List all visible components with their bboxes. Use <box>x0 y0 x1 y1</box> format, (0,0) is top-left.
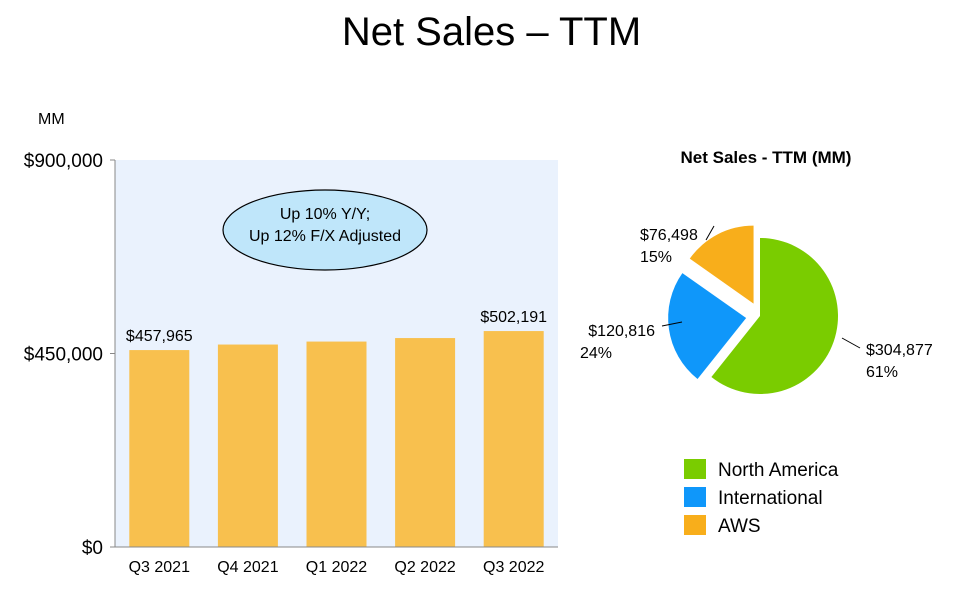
pie-value-label: $76,498 <box>640 227 698 244</box>
x-tick-label: Q2 2022 <box>394 559 455 576</box>
y-axis: $0 $450,000 $900,000 <box>24 151 116 559</box>
pie-slice <box>711 238 839 395</box>
y-tick-label: $450,000 <box>24 345 103 366</box>
x-tick-label: Q4 2021 <box>217 559 278 576</box>
pie-leader-line <box>705 225 715 241</box>
bar-data-label: $457,965 <box>126 328 193 345</box>
y-tick-label: $0 <box>82 538 103 559</box>
x-tick-label: Q3 2021 <box>129 559 190 576</box>
data-labels: $457,965 $502,191 <box>126 309 547 345</box>
bar <box>395 338 456 547</box>
pie-leader-line <box>841 337 861 349</box>
legend-swatch <box>684 459 706 479</box>
pie-slice <box>689 225 754 304</box>
pie-legend: North America International AWS <box>684 459 839 537</box>
bars <box>129 331 544 547</box>
legend-label: AWS <box>718 516 761 537</box>
pie-slice <box>668 273 747 379</box>
legend-swatch <box>684 515 706 535</box>
bar <box>217 344 278 547</box>
pie-percent-label: 61% <box>866 364 898 381</box>
annotation-line-1: Up 10% Y/Y; <box>280 206 370 223</box>
y-tick-label: $900,000 <box>24 151 103 172</box>
bar <box>306 341 367 547</box>
bar-chart: MM $0 $450,000 $900,000 Q3 2021 Q4 2021 Q1 2… <box>24 111 558 576</box>
bar <box>129 350 190 547</box>
unit-label: MM <box>38 111 65 128</box>
x-axis: Q3 2021 Q4 2021 Q1 2022 Q2 2022 Q3 2022 <box>115 546 558 576</box>
pie-labels: $304,877 61% $120,816 24% $76,498 15% <box>580 225 933 381</box>
pie-value-label: $304,877 <box>866 342 933 359</box>
x-tick-label: Q1 2022 <box>306 559 367 576</box>
pie-chart: Net Sales - TTM (MM) $304,877 61% $120,816… <box>580 148 933 537</box>
bar <box>483 331 544 547</box>
pie-title: Net Sales - TTM (MM) <box>681 148 852 167</box>
annotation-line-2: Up 12% F/X Adjusted <box>249 228 401 245</box>
page-title: Net Sales – TTM <box>341 10 642 54</box>
legend-label: North America <box>718 460 839 481</box>
annotation-bubble: Up 10% Y/Y; Up 12% F/X Adjusted <box>222 189 428 271</box>
pie-value-label: $120,816 <box>588 323 655 340</box>
pie-slices <box>668 225 839 395</box>
x-tick-label: Q3 2022 <box>483 559 544 576</box>
legend-label: International <box>718 488 823 509</box>
legend-swatch <box>684 487 706 507</box>
pie-leader-line <box>661 321 683 327</box>
annotation-ellipse <box>222 189 428 271</box>
bar-data-label: $502,191 <box>480 309 547 326</box>
pie-percent-label: 15% <box>640 249 672 266</box>
pie-percent-label: 24% <box>580 345 612 362</box>
